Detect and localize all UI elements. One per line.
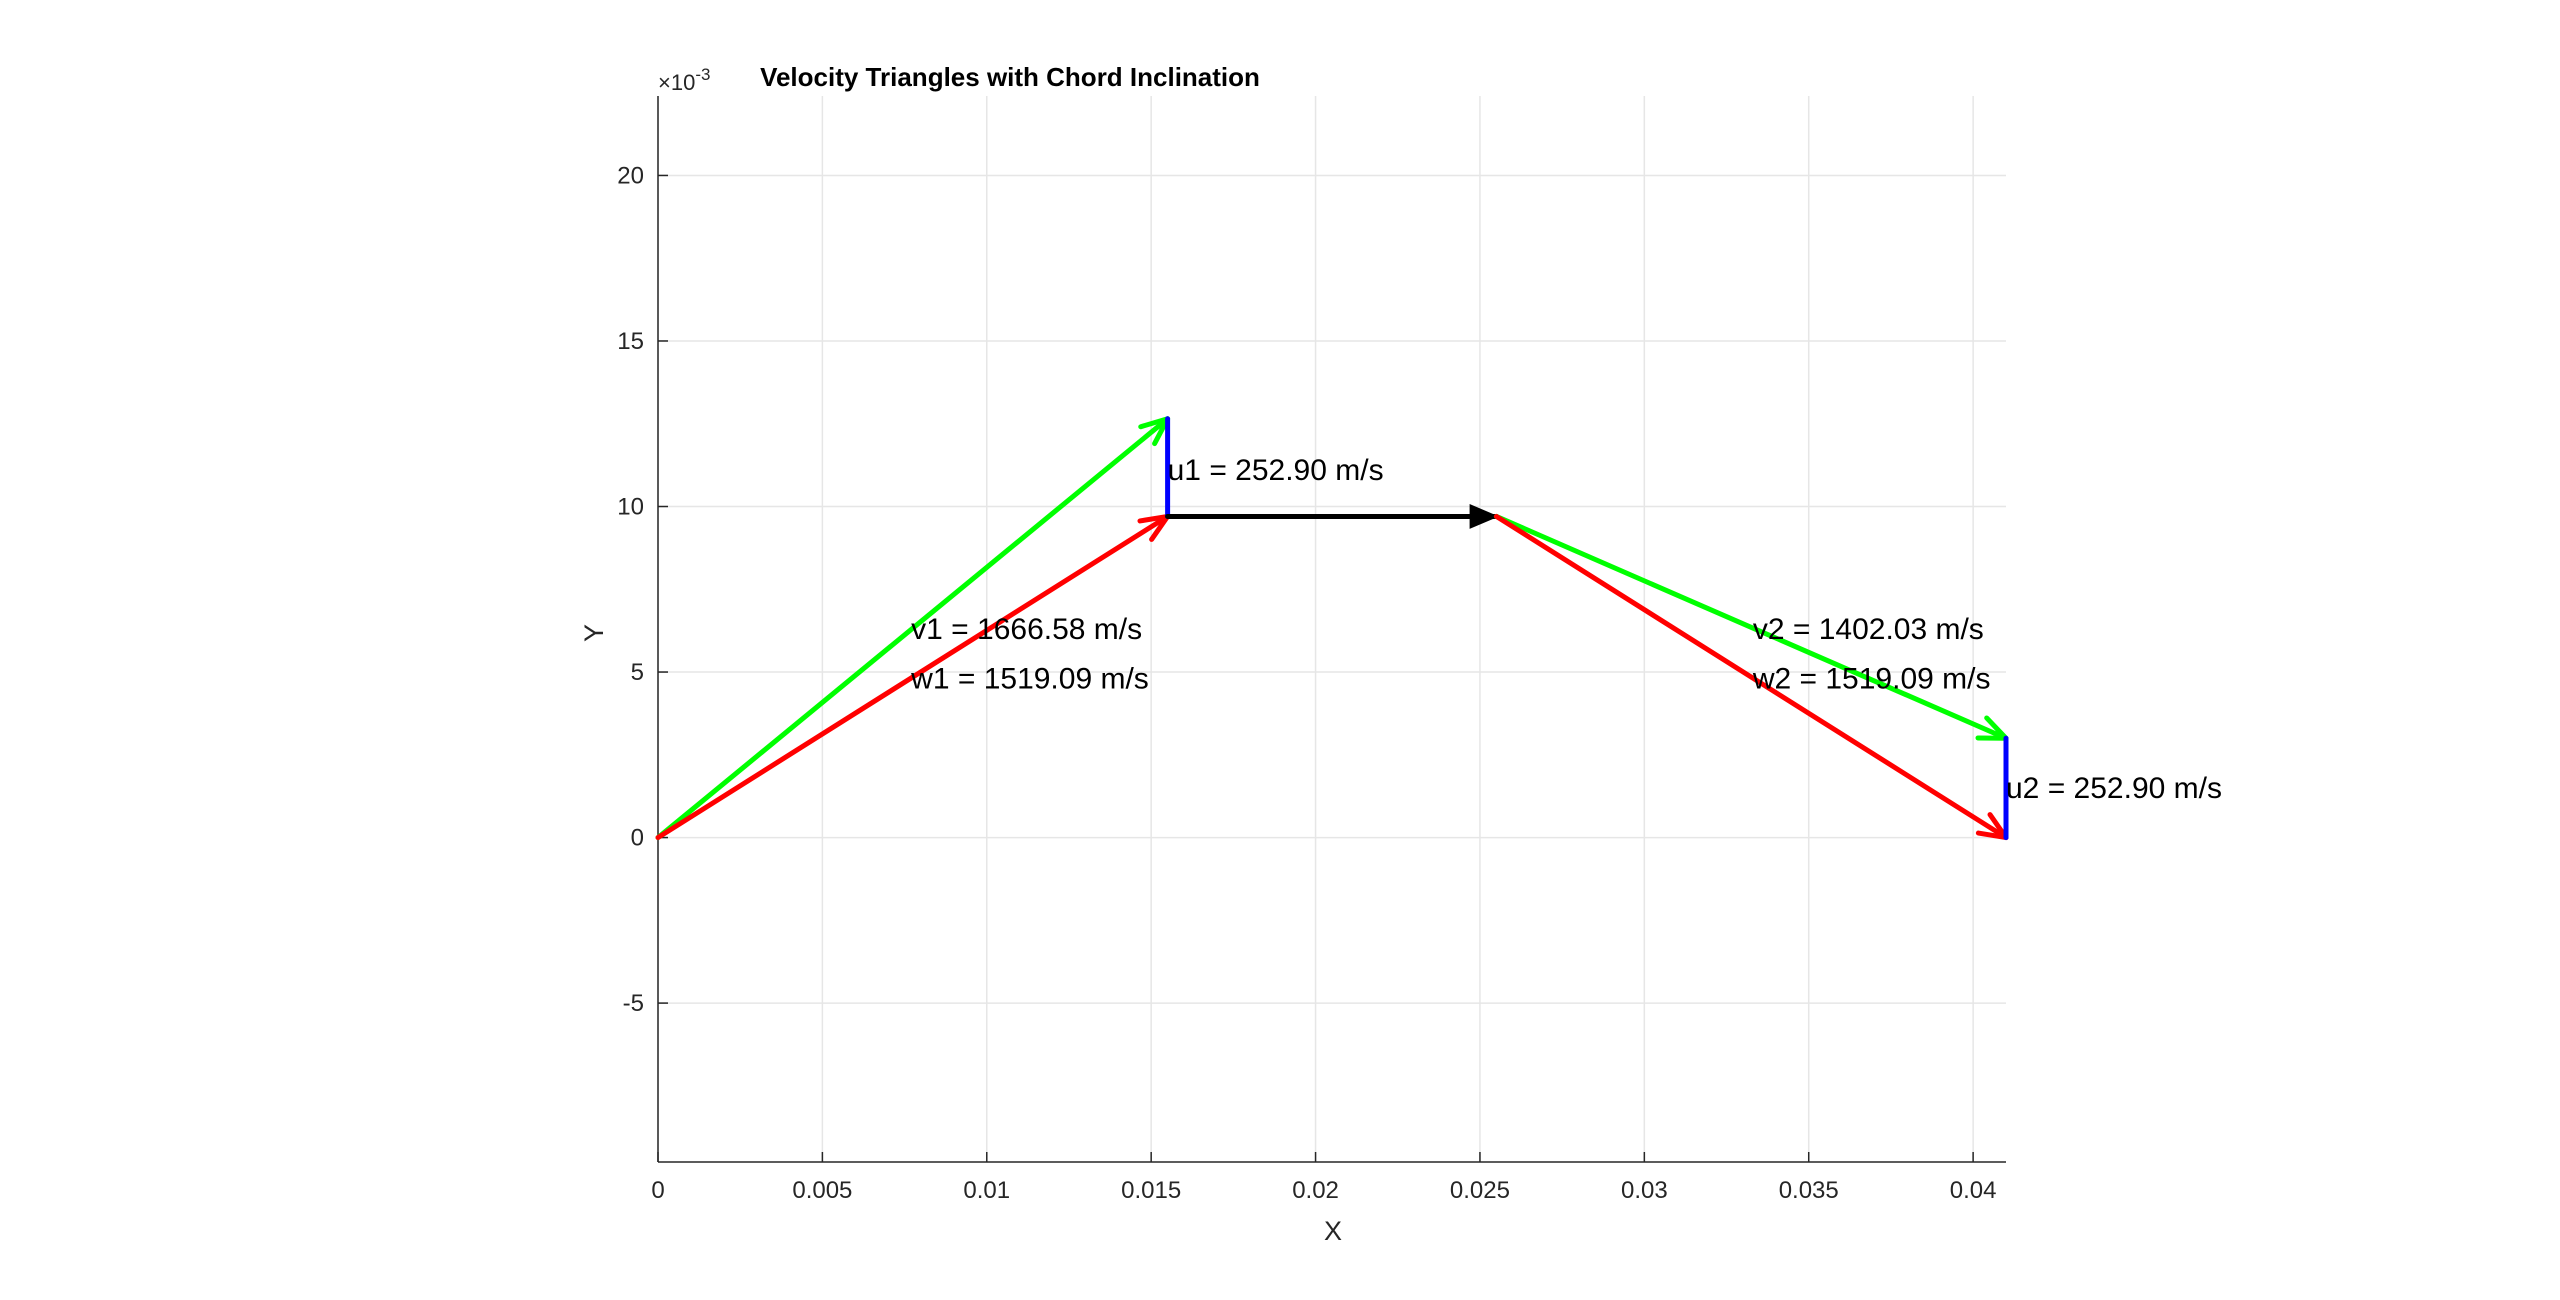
x-axis-label: X — [1324, 1216, 1342, 1246]
y-tick-label: 20 — [617, 162, 644, 189]
velocity-vectors — [655, 416, 2009, 841]
vector-w2-shaft — [1493, 513, 2009, 841]
annotation-label: w1 = 1519.09 m/s — [910, 663, 1149, 696]
x-tick-label: 0.015 — [1121, 1177, 1181, 1204]
grid — [657, 96, 2006, 1162]
tick-labels: 0 0.005 0.01 0.015 0.02 0.025 0.03 0.035 0.04 -5 0… — [617, 162, 1996, 1204]
x-tick-label: 0.04 — [1950, 1177, 1997, 1204]
vector-chord — [1165, 504, 1499, 529]
y-tick-label: 15 — [617, 328, 644, 355]
y-tick-label: 5 — [631, 659, 644, 686]
annotation-label: v1 = 1666.58 m/s — [911, 613, 1142, 646]
x-tick-label: 0.01 — [963, 1177, 1010, 1204]
y-axis-exponent: ×10-3 — [658, 65, 710, 95]
axes-background — [658, 96, 2006, 1162]
axes — [657, 96, 2006, 1163]
vector-w1-shaft — [655, 513, 1171, 841]
vector-v1-shaft — [655, 416, 1171, 841]
y-tick-label: 10 — [617, 494, 644, 521]
annotation-label: u2 = 252.90 m/s — [2006, 772, 2222, 805]
x-tick-label: 0.035 — [1779, 1177, 1839, 1204]
y-axis-exponent-base: ×10 — [658, 70, 695, 95]
y-axis-label: Y — [579, 624, 609, 642]
vector-chord-arrowhead — [1469, 504, 1499, 529]
chart-title: Velocity Triangles with Chord Inclinatio… — [760, 62, 1260, 92]
y-tick-label: 0 — [631, 825, 644, 852]
x-tick-label: 0 — [651, 1177, 664, 1204]
annotation-label: v2 = 1402.03 m/s — [1753, 613, 1984, 646]
x-tick-label: 0.02 — [1292, 1177, 1339, 1204]
x-tick-label: 0.005 — [792, 1177, 852, 1204]
vector-v2-shaft — [1493, 513, 2009, 741]
x-tick-label: 0.025 — [1450, 1177, 1510, 1204]
y-tick-label: -5 — [623, 990, 644, 1017]
annotations: u1 = 252.90 m/s v1 = 1666.58 m/s w1 = 1519… — [910, 454, 2222, 805]
annotation-label: u1 = 252.90 m/s — [1168, 454, 1384, 487]
annotation-label: w2 = 1519.09 m/s — [1752, 663, 1991, 696]
y-axis-exponent-power: -3 — [695, 65, 710, 84]
x-tick-label: 0.03 — [1621, 1177, 1668, 1204]
